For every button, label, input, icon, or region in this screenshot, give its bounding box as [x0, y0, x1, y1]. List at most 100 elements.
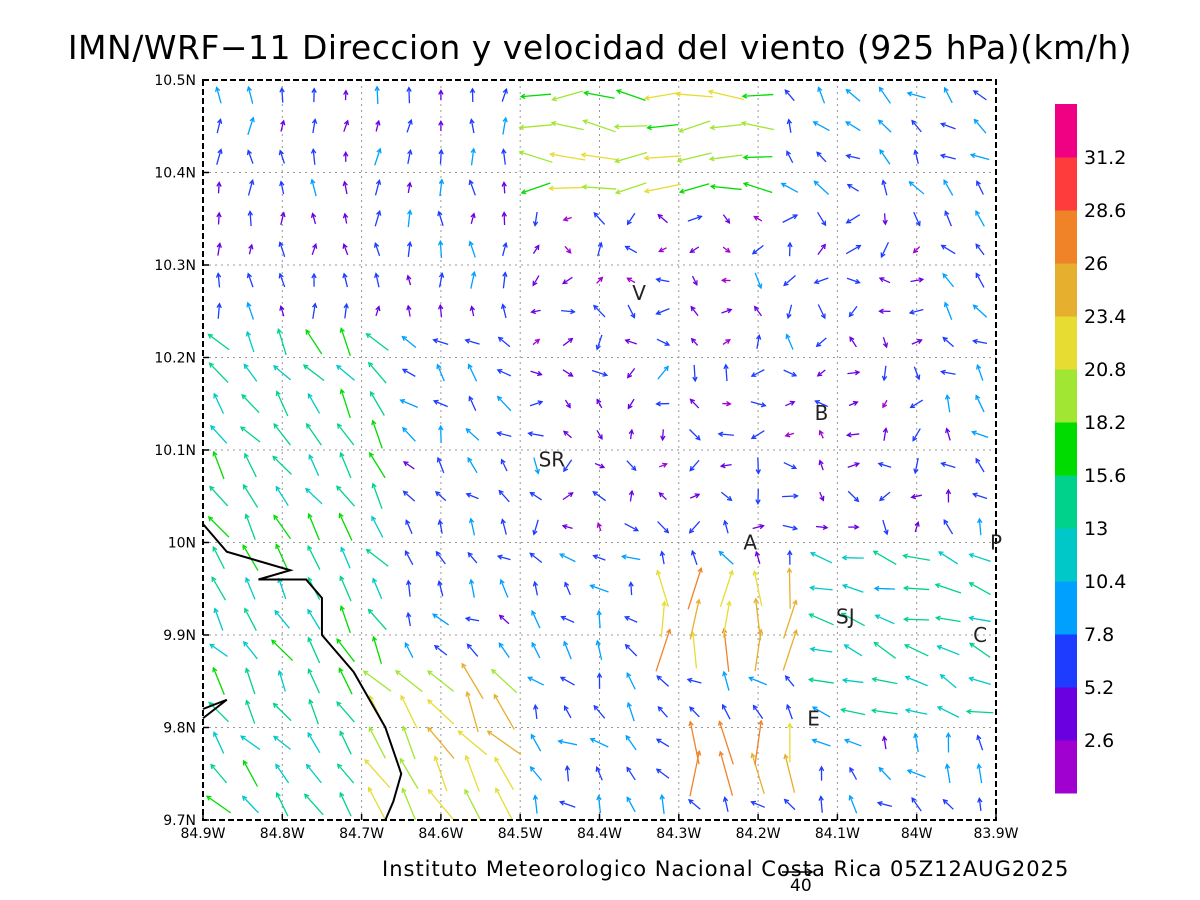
wind-arrow: [815, 337, 827, 348]
wind-arrow: [272, 455, 292, 475]
wind-arrow: [280, 119, 286, 132]
wind-arrow: [784, 89, 795, 102]
wind-arrow: [813, 277, 829, 285]
wind-arrow: [518, 150, 553, 163]
wind-arrow: [945, 427, 951, 441]
wind-arrow: [742, 154, 773, 161]
wind-arrow: [902, 616, 930, 623]
wind-arrow: [371, 515, 384, 538]
wind-arrow: [787, 722, 793, 763]
wind-arrow: [686, 677, 702, 684]
wind-arrow: [723, 519, 729, 534]
wind-arrow: [721, 308, 733, 314]
station-label: SR: [539, 447, 566, 471]
wind-arrow: [563, 459, 573, 473]
wind-arrow: [564, 581, 571, 596]
wind-arrow: [368, 726, 387, 759]
wind-arrow: [247, 210, 254, 227]
wind-arrow: [908, 181, 925, 195]
wind-arrow: [243, 363, 258, 382]
wind-arrow: [496, 431, 512, 437]
wind-arrow: [677, 120, 711, 133]
x-tick-label: 84.3W: [656, 826, 701, 842]
wind-arrow: [847, 462, 861, 468]
wind-arrow: [596, 430, 603, 441]
wind-arrow: [626, 212, 636, 226]
wind-arrow: [849, 766, 858, 780]
colorbar-label: 7.8: [1084, 624, 1114, 646]
wind-arrow: [470, 212, 476, 224]
wind-arrow: [374, 85, 380, 105]
wind-arrow: [812, 121, 830, 132]
wind-arrow: [305, 329, 323, 355]
wind-arrow: [302, 364, 325, 382]
wind-arrow: [501, 148, 507, 165]
wind-arrow: [740, 120, 775, 131]
wind-arrow: [374, 147, 382, 166]
wind-arrow: [406, 118, 413, 133]
wind-arrow: [691, 275, 698, 286]
station-label: V: [632, 281, 646, 305]
colorbar-swatch: [1055, 740, 1077, 794]
station-label: A: [743, 531, 757, 555]
colorbar-swatch: [1055, 263, 1077, 317]
wind-arrow: [873, 641, 896, 659]
wind-arrow: [944, 393, 951, 413]
wind-arrow: [531, 609, 541, 629]
wind-arrow: [689, 598, 701, 640]
wind-arrow: [212, 666, 225, 695]
wind-arrow: [551, 90, 584, 102]
wind-arrow: [813, 180, 830, 195]
wind-arrow: [529, 552, 543, 564]
wind-arrow: [438, 424, 444, 444]
wind-arrow: [809, 551, 833, 564]
colorbar-label: 26: [1084, 253, 1108, 275]
wind-arrow: [434, 490, 447, 502]
wind-arrow: [878, 766, 892, 781]
wind-arrow: [625, 734, 637, 751]
wind-arrow: [402, 725, 416, 760]
wind-arrow: [881, 179, 888, 196]
wind-arrow: [343, 89, 349, 101]
wind-arrow: [975, 209, 985, 227]
wind-arrow: [615, 89, 646, 101]
wind-arrow: [942, 272, 955, 288]
wind-arrow: [275, 543, 289, 572]
wind-arrow: [975, 457, 985, 473]
wind-arrow: [470, 147, 476, 166]
wind-arrow: [972, 90, 987, 101]
wind-arrow: [213, 392, 225, 414]
wind-arrow: [279, 305, 285, 317]
wind-arrow: [906, 769, 926, 778]
wind-arrow: [242, 640, 258, 660]
wind-arrow: [841, 677, 864, 684]
wind-arrow: [943, 518, 954, 535]
wind-arrow: [595, 639, 603, 661]
wind-arrow: [581, 184, 617, 190]
wind-arrow: [624, 523, 640, 532]
wind-arrow: [912, 428, 921, 442]
wind-arrow: [913, 211, 921, 227]
wind-arrow: [369, 451, 386, 479]
wind-arrow: [655, 738, 670, 748]
wind-arrow: [817, 304, 826, 320]
wind-arrow: [626, 460, 637, 472]
wind-arrow: [465, 428, 480, 441]
wind-arrow: [532, 794, 539, 814]
wind-arrow: [656, 338, 671, 346]
wind-arrow: [438, 178, 445, 197]
wind-arrow: [558, 800, 576, 808]
wind-arrow: [308, 453, 320, 476]
wind-arrow: [945, 488, 952, 503]
wind-arrow: [814, 400, 828, 408]
wind-arrow: [564, 399, 571, 409]
wind-arrow: [752, 704, 764, 719]
wind-arrow: [533, 457, 540, 475]
wind-arrow: [878, 491, 891, 502]
wind-arrow: [548, 185, 587, 192]
wind-arrow: [339, 327, 351, 357]
wind-arrow: [212, 545, 225, 570]
wind-arrow: [278, 272, 286, 288]
wind-arrow: [718, 750, 734, 796]
wind-arrow: [529, 400, 544, 407]
